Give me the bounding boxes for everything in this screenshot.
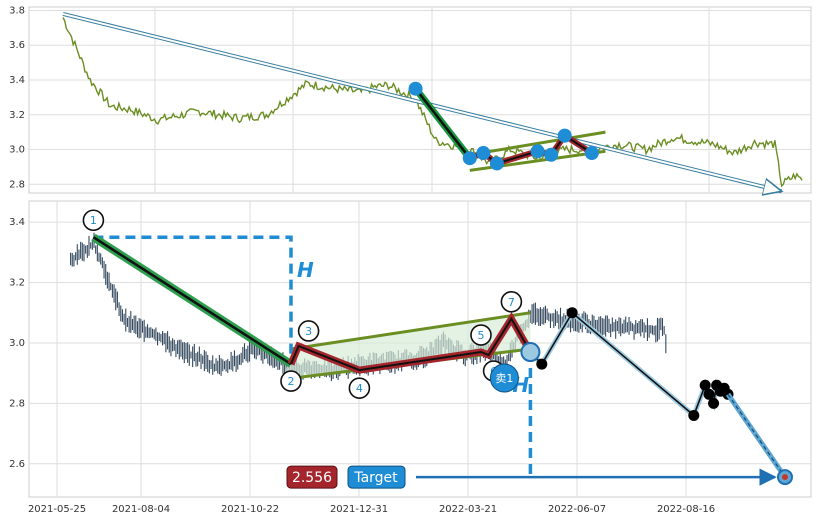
detail-height-marker xyxy=(93,235,293,365)
detail-series: HH2.556Target1234567卖1 xyxy=(70,209,793,489)
detail-projection-point xyxy=(536,358,548,370)
overview-panel: 3.8 3.6 3.4 3.2 3.0 2.8 xyxy=(9,5,812,193)
wave-label-circle xyxy=(82,209,105,232)
detail-grid xyxy=(29,201,811,497)
wave-label-circle xyxy=(297,320,320,342)
wave-label-4: 4 xyxy=(356,382,363,395)
wave-label-circle xyxy=(280,370,302,392)
detail-height-label: H xyxy=(297,258,314,282)
overview-y-tick-label: 3.0 xyxy=(9,145,25,156)
detail-wave-line xyxy=(290,316,532,372)
detail-y-ticks: 3.4 3.2 3.0 2.8 2.6 xyxy=(9,217,25,470)
overview-y-tick-label: 3.4 xyxy=(9,75,25,86)
detail-final-leg-dash xyxy=(727,393,786,478)
detail-y-tick-label: 2.6 xyxy=(9,459,25,470)
detail-y-tick-label: 3.2 xyxy=(9,278,25,289)
overview-wave-marker xyxy=(557,128,572,143)
overview-y-ticks: 3.8 3.6 3.4 3.2 3.0 2.8 xyxy=(9,5,25,190)
overview-pattern-leg xyxy=(414,87,471,159)
overview-y-tick-label: 2.8 xyxy=(9,179,25,190)
detail-y-tick-label: 2.8 xyxy=(9,398,25,409)
overview-channel-upper xyxy=(469,130,606,157)
detail-x-tick-label: 2022-06-07 xyxy=(548,504,606,515)
wave-label-5: 5 xyxy=(478,329,485,342)
detail-x-tick-label: 2021-08-04 xyxy=(112,504,170,515)
target-label-text: Target xyxy=(353,470,398,486)
overview-y-tick-label: 3.2 xyxy=(9,110,25,121)
wave-label-2: 2 xyxy=(288,375,295,388)
detail-y-tick-label: 3.0 xyxy=(9,338,25,349)
wave-label-circle xyxy=(348,377,371,399)
overview-grid xyxy=(29,7,811,193)
overview-wave-marker xyxy=(462,151,477,166)
overview-wave-marker xyxy=(408,81,423,96)
sell-signal-text: 卖1 xyxy=(495,372,513,385)
detail-projection-point xyxy=(688,409,700,421)
detail-x-tick-label: 2022-08-16 xyxy=(657,504,715,515)
overview-wave-marker xyxy=(544,147,559,162)
detail-projection-point xyxy=(708,397,720,409)
overview-series xyxy=(62,12,803,191)
wave-label-circle xyxy=(500,290,523,313)
sell-signal-badge xyxy=(489,363,519,393)
overview-wave-marker xyxy=(476,146,491,161)
detail-panel: 3.43.23.02.82.6 2021-05-25 2021-08-04 2021… xyxy=(9,200,812,515)
sell-point-marker xyxy=(520,342,541,363)
detail-x-tick-label: 2021-10-22 xyxy=(221,504,279,515)
overview-y-tick-label: 3.8 xyxy=(9,5,25,16)
overview-y-tick-label: 3.6 xyxy=(9,40,25,51)
overview-wave-marker xyxy=(530,144,545,159)
detail-target-point-center xyxy=(782,474,788,481)
wave-label-circle xyxy=(470,324,492,346)
overview-price-line xyxy=(62,17,803,188)
wave-label-3: 3 xyxy=(305,325,312,338)
detail-projection-point xyxy=(566,307,578,319)
detail-impulse-line xyxy=(92,236,292,366)
detail-y-tick-label: 3.4 xyxy=(9,217,25,228)
target-value-text: 2.556 xyxy=(292,470,332,486)
detail-x-tick-label: 2021-12-31 xyxy=(330,504,388,515)
detail-channel-upper xyxy=(290,311,531,351)
target-label-badge xyxy=(347,465,406,489)
target-value-badge xyxy=(286,465,338,489)
detail-projection-point xyxy=(703,388,715,400)
overview-wave-marker xyxy=(584,146,599,161)
detail-projection-point xyxy=(699,379,711,391)
detail-x-ticks: 2021-05-25 2021-08-04 2021-10-22 2021-12-31… xyxy=(28,504,715,515)
detail-x-tick-label: 2021-05-25 xyxy=(28,504,86,515)
detail-x-tick-label: 2022-03-21 xyxy=(439,504,497,515)
wave-label-1: 1 xyxy=(90,214,97,227)
overview-wave-marker xyxy=(489,156,504,171)
wave-label-7: 7 xyxy=(508,296,515,309)
